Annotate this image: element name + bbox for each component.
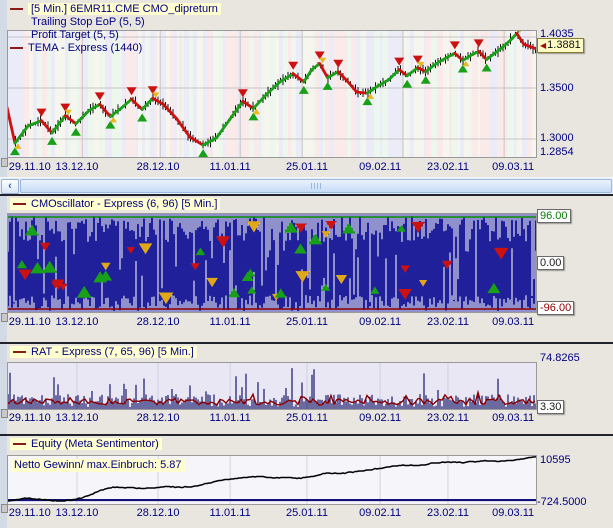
date-label: 09.02.11: [359, 316, 402, 328]
legend-item-profit-target[interactable]: Profit Target (5, 5): [10, 29, 119, 42]
cmo-plot[interactable]: [7, 213, 537, 313]
series-line-icon: [10, 47, 23, 50]
date-label: 23.02.11: [426, 161, 469, 173]
price-x-axis: 29.11.10 13.12.10 28.12.10 11.01.11 25.01.11…: [0, 158, 613, 175]
date-label: 09.03.11: [492, 161, 535, 173]
series-line-icon: [13, 443, 26, 446]
scroll-left-button[interactable]: ‹: [1, 179, 19, 194]
date-label: 25.01.11: [285, 412, 328, 424]
axis-grip-icon: [1, 158, 8, 167]
series-line-icon: [13, 203, 26, 206]
series-line-icon: [10, 8, 23, 11]
date-label: 11.01.11: [209, 412, 251, 424]
date-label: 23.02.11: [426, 507, 469, 519]
cmo-level-low: -96.00: [537, 301, 575, 315]
date-label: 09.03.11: [492, 316, 535, 328]
price-plot[interactable]: [7, 30, 537, 158]
legend-item-trailing-stop[interactable]: Trailing Stop EoP (5, 5): [10, 16, 145, 29]
date-label: 11.01.11: [209, 507, 251, 519]
last-price-value: 1.3881: [547, 39, 581, 51]
legend-label: [5 Min.] 6EMR11.CME CMO_dipreturn: [28, 3, 221, 15]
date-label: 11.01.11: [209, 161, 251, 173]
date-label: 28.12.10: [136, 161, 180, 173]
rat-x-axis: 29.11.10 13.12.10 28.12.10 11.01.11 25.01.11…: [0, 409, 613, 426]
legend-label: Profit Target (5, 5): [31, 29, 119, 41]
panel-splitter[interactable]: [0, 342, 613, 344]
price-axis-135: 1.3500: [540, 82, 574, 94]
cmo-level-zero: 0.00: [537, 256, 565, 270]
date-label: 13.12.10: [55, 412, 99, 424]
panel-splitter[interactable]: [0, 434, 613, 436]
rat-plot[interactable]: [7, 362, 537, 410]
date-label: 29.11.10: [8, 412, 51, 424]
equity-legend-item[interactable]: Equity (Meta Sentimentor): [10, 438, 162, 451]
date-label: 09.03.11: [492, 412, 535, 424]
date-label: 25.01.11: [285, 316, 328, 328]
cmo-x-axis: 29.11.10 13.12.10 28.12.10 11.01.11 25.01.11…: [0, 313, 613, 330]
date-label: 25.01.11: [285, 507, 328, 519]
equity-title: Equity (Meta Sentimentor): [31, 438, 159, 450]
cmo-level-high: 96.00: [537, 209, 571, 223]
last-price-arrow-icon: ◀: [540, 41, 547, 50]
date-label: 29.11.10: [8, 507, 51, 519]
legend-label: Trailing Stop EoP (5, 5): [31, 16, 145, 28]
equity-stat-label: Netto Gewinn/ max.Einbruch: 5.87: [11, 459, 185, 472]
axis-grip-icon: [1, 504, 8, 513]
date-label: 09.02.11: [359, 507, 402, 519]
date-label: 28.12.10: [136, 412, 180, 424]
date-label: 28.12.10: [136, 316, 180, 328]
legend-item-strategy[interactable]: [5 Min.] 6EMR11.CME CMO_dipreturn: [10, 3, 221, 16]
price-axis-high: 1.4035: [540, 28, 574, 40]
date-label: 23.02.11: [426, 316, 469, 328]
last-price-badge: ◀1.3881: [537, 38, 584, 53]
rat-axis-bottom-badge: 3.30: [537, 400, 565, 414]
price-axis-130: 1.3000: [540, 132, 574, 144]
thumb-grip-icon: [311, 183, 321, 189]
legend-item-tema[interactable]: TEMA - Express (1440): [10, 42, 142, 55]
price-axis-low: 1.2854: [540, 146, 574, 158]
date-label: 13.12.10: [55, 507, 99, 519]
date-label: 28.12.10: [136, 507, 180, 519]
scrollbar-thumb[interactable]: [20, 179, 612, 193]
axis-grip-icon: [1, 409, 8, 418]
date-label: 29.11.10: [8, 161, 51, 173]
date-label: 23.02.11: [426, 412, 469, 424]
cmo-legend-item[interactable]: CMOscillator - Express (6, 96) [5 Min.]: [10, 198, 221, 211]
date-label: 13.12.10: [55, 161, 99, 173]
equity-x-axis: 29.11.10 13.12.10 28.12.10 11.01.11 25.01.11…: [0, 504, 613, 521]
date-label: 25.01.11: [285, 161, 328, 173]
window-frame-left: [0, 0, 7, 528]
legend-label: TEMA - Express (1440): [28, 42, 143, 54]
date-label: 09.02.11: [359, 161, 402, 173]
date-label: 09.02.11: [359, 412, 402, 424]
series-line-icon: [13, 351, 26, 354]
horizontal-scrollbar[interactable]: ‹: [0, 177, 613, 194]
date-label: 11.01.11: [209, 316, 251, 328]
rat-title: RAT - Express (7, 65, 96) [5 Min.]: [31, 346, 194, 358]
axis-grip-icon: [1, 313, 8, 322]
date-label: 09.03.11: [492, 507, 535, 519]
date-label: 29.11.10: [8, 316, 51, 328]
date-label: 13.12.10: [55, 316, 99, 328]
equity-axis-top: 10595: [540, 454, 571, 466]
rat-axis-top: 74.8265: [540, 352, 580, 364]
panel-splitter[interactable]: [0, 194, 613, 196]
cmo-title: CMOscillator - Express (6, 96) [5 Min.]: [31, 198, 218, 210]
rat-legend-item[interactable]: RAT - Express (7, 65, 96) [5 Min.]: [10, 346, 197, 359]
equity-axis-bottom: -724.5000: [537, 496, 587, 508]
